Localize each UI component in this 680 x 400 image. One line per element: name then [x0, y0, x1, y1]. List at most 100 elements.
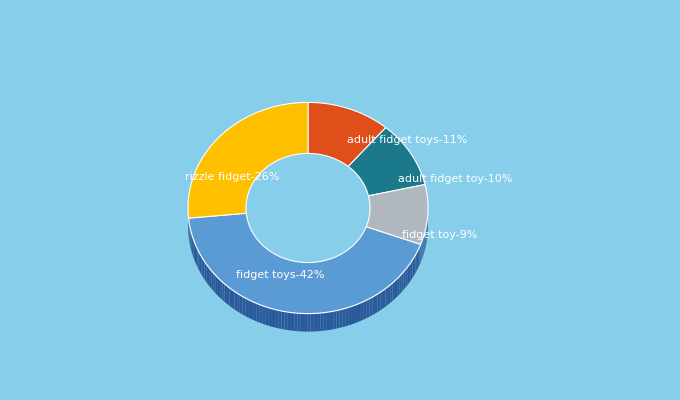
Polygon shape	[343, 252, 344, 271]
Polygon shape	[330, 258, 333, 277]
Polygon shape	[206, 264, 208, 284]
Polygon shape	[210, 269, 211, 289]
Polygon shape	[392, 281, 395, 301]
Polygon shape	[257, 239, 258, 258]
Polygon shape	[317, 313, 320, 331]
Polygon shape	[359, 238, 360, 257]
Polygon shape	[333, 258, 334, 276]
Polygon shape	[222, 282, 224, 302]
Polygon shape	[280, 257, 282, 275]
Polygon shape	[358, 303, 361, 322]
Polygon shape	[190, 230, 191, 250]
Polygon shape	[344, 252, 345, 270]
Polygon shape	[253, 233, 254, 252]
Polygon shape	[273, 253, 274, 272]
Polygon shape	[208, 266, 210, 287]
Polygon shape	[375, 294, 377, 314]
Polygon shape	[291, 260, 292, 279]
Polygon shape	[380, 290, 383, 310]
Polygon shape	[264, 246, 265, 265]
Polygon shape	[377, 292, 380, 312]
Polygon shape	[201, 256, 203, 277]
Polygon shape	[411, 260, 412, 280]
Polygon shape	[294, 313, 298, 331]
Polygon shape	[227, 286, 230, 306]
Polygon shape	[275, 254, 277, 273]
Polygon shape	[314, 262, 316, 280]
Polygon shape	[294, 261, 296, 280]
Text: fidget toys-42%: fidget toys-42%	[236, 270, 324, 280]
Polygon shape	[195, 243, 196, 264]
Polygon shape	[235, 292, 237, 311]
Polygon shape	[324, 312, 327, 331]
Polygon shape	[290, 260, 291, 278]
Polygon shape	[245, 298, 248, 318]
Polygon shape	[288, 260, 290, 278]
Polygon shape	[388, 285, 390, 305]
Polygon shape	[203, 259, 205, 280]
Polygon shape	[353, 244, 354, 264]
Polygon shape	[277, 255, 279, 274]
Polygon shape	[362, 232, 364, 252]
Polygon shape	[301, 262, 303, 280]
Polygon shape	[397, 276, 399, 297]
Polygon shape	[361, 302, 364, 321]
Polygon shape	[288, 312, 291, 330]
Polygon shape	[352, 305, 355, 324]
Polygon shape	[358, 239, 359, 258]
Polygon shape	[390, 283, 392, 303]
Polygon shape	[252, 232, 253, 251]
Polygon shape	[269, 308, 272, 327]
PathPatch shape	[188, 102, 308, 218]
Polygon shape	[267, 249, 269, 268]
Polygon shape	[346, 307, 349, 326]
Polygon shape	[274, 254, 275, 272]
Polygon shape	[364, 230, 365, 249]
Polygon shape	[314, 313, 317, 332]
Polygon shape	[328, 259, 329, 278]
Polygon shape	[256, 238, 257, 257]
Polygon shape	[316, 262, 318, 280]
Polygon shape	[334, 257, 335, 276]
Polygon shape	[205, 262, 206, 282]
Polygon shape	[299, 262, 301, 280]
Polygon shape	[356, 241, 357, 260]
PathPatch shape	[367, 184, 428, 244]
Polygon shape	[418, 247, 420, 268]
Polygon shape	[270, 251, 271, 270]
Polygon shape	[414, 255, 415, 276]
Polygon shape	[355, 242, 356, 262]
Polygon shape	[272, 309, 275, 328]
Polygon shape	[254, 236, 256, 255]
Text: adult fidget toys-11%: adult fidget toys-11%	[347, 135, 468, 145]
Polygon shape	[285, 312, 288, 330]
Polygon shape	[386, 287, 388, 307]
Polygon shape	[417, 250, 418, 270]
Polygon shape	[383, 289, 386, 308]
Polygon shape	[262, 245, 264, 264]
Polygon shape	[343, 308, 346, 327]
Polygon shape	[194, 240, 195, 261]
Polygon shape	[303, 262, 304, 280]
Polygon shape	[313, 262, 314, 280]
Polygon shape	[232, 290, 235, 310]
Polygon shape	[259, 242, 260, 261]
Polygon shape	[216, 276, 218, 296]
Polygon shape	[352, 246, 353, 265]
Polygon shape	[403, 270, 405, 290]
Polygon shape	[407, 265, 409, 286]
Polygon shape	[282, 257, 283, 276]
Polygon shape	[211, 271, 214, 291]
Polygon shape	[395, 279, 397, 299]
Polygon shape	[333, 310, 337, 329]
Polygon shape	[197, 249, 199, 269]
Polygon shape	[339, 309, 343, 328]
Polygon shape	[341, 253, 343, 272]
Polygon shape	[327, 312, 330, 330]
Polygon shape	[307, 262, 309, 280]
Polygon shape	[348, 249, 350, 268]
Polygon shape	[257, 304, 260, 323]
Polygon shape	[196, 246, 197, 267]
Text: rizzle fidget-26%: rizzle fidget-26%	[185, 172, 279, 182]
PathPatch shape	[348, 128, 425, 196]
